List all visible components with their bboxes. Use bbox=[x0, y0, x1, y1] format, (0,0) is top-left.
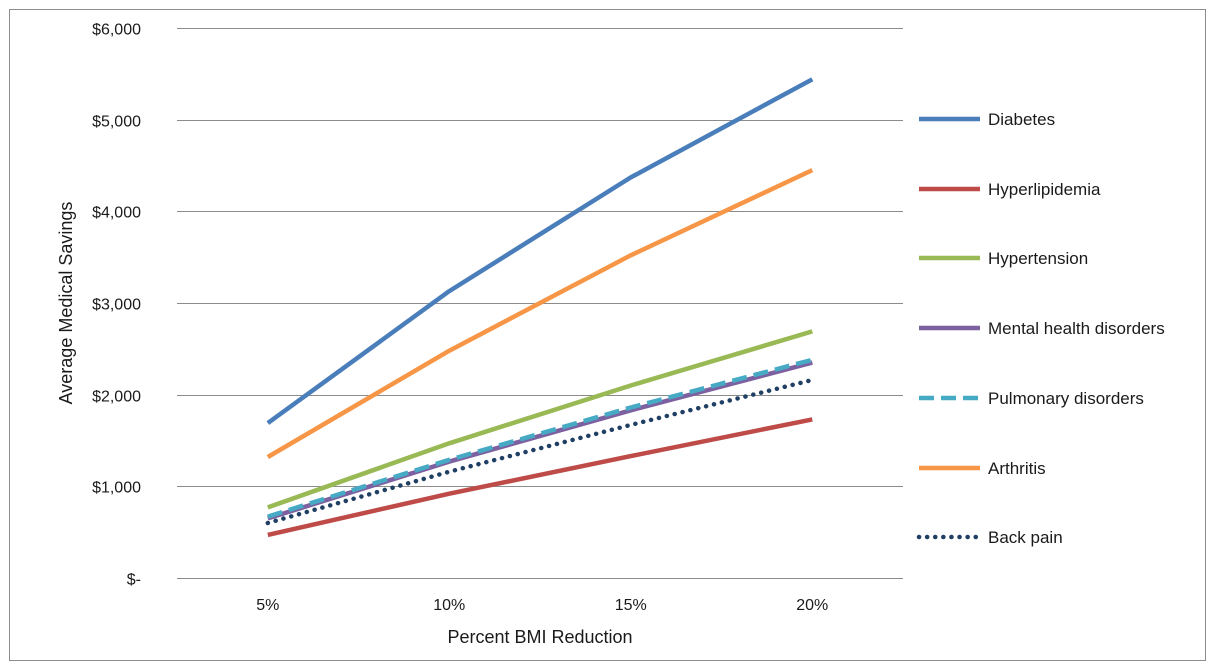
x-tick-label: 20% bbox=[796, 597, 828, 614]
y-tick-label: $3,000 bbox=[92, 297, 141, 314]
legend-label: Mental health disorders bbox=[988, 319, 1165, 338]
x-tick-label: 15% bbox=[615, 597, 647, 614]
x-tick-label: 10% bbox=[433, 597, 465, 614]
legend-item-pulmonary-disorders: Pulmonary disorders bbox=[919, 389, 1144, 408]
chart-border bbox=[9, 9, 1206, 661]
series-line-back-pain bbox=[265, 377, 815, 526]
y-tick-label: $- bbox=[127, 572, 141, 589]
y-tick-label: $4,000 bbox=[92, 205, 141, 222]
gridlines bbox=[177, 28, 903, 579]
x-tick-label: 5% bbox=[256, 597, 279, 614]
series-line-pulmonary-disorders bbox=[267, 357, 813, 519]
legend-label: Back pain bbox=[988, 528, 1063, 547]
legend-item-back-pain: Back pain bbox=[916, 528, 1063, 547]
series-hyperlipidemia bbox=[267, 417, 813, 538]
series-line-hypertension bbox=[267, 329, 813, 510]
x-axis-ticks: 5% 10% 15% 20% bbox=[256, 597, 828, 614]
legend-item-diabetes: Diabetes bbox=[919, 110, 1055, 129]
legend-label: Pulmonary disorders bbox=[988, 389, 1144, 408]
y-tick-label: $1,000 bbox=[92, 480, 141, 497]
series-back-pain bbox=[265, 377, 815, 526]
series-line-arthritis bbox=[266, 168, 814, 459]
legend-label: Hypertension bbox=[988, 249, 1088, 268]
series-lines bbox=[265, 77, 815, 538]
y-axis-ticks: $- $1,000 $2,000 $3,000 $4,000 $5,000 $6,000 bbox=[92, 22, 141, 589]
legend-label: Hyperlipidemia bbox=[988, 180, 1101, 199]
legend-item-hypertension: Hypertension bbox=[919, 249, 1088, 268]
x-axis-title: Percent BMI Reduction bbox=[447, 627, 632, 647]
legend-label: Arthritis bbox=[988, 459, 1046, 478]
y-tick-label: $5,000 bbox=[92, 114, 141, 131]
y-tick-label: $2,000 bbox=[92, 389, 141, 406]
y-axis-title: Average Medical Savings bbox=[56, 202, 76, 405]
series-line-diabetes bbox=[266, 77, 814, 425]
series-arthritis bbox=[266, 168, 814, 459]
legend: Diabetes Hyperlipidemia Hypertension Mental… bbox=[916, 110, 1165, 547]
legend-item-arthritis: Arthritis bbox=[919, 459, 1046, 478]
series-pulmonary-disorders bbox=[267, 357, 813, 519]
legend-item-hyperlipidemia: Hyperlipidemia bbox=[919, 180, 1101, 199]
series-line-hyperlipidemia bbox=[267, 417, 813, 538]
legend-item-mental-health-disorders: Mental health disorders bbox=[919, 319, 1165, 338]
legend-label: Diabetes bbox=[988, 110, 1055, 129]
series-diabetes bbox=[266, 77, 814, 425]
series-hypertension bbox=[267, 329, 813, 510]
y-tick-label: $6,000 bbox=[92, 22, 141, 39]
